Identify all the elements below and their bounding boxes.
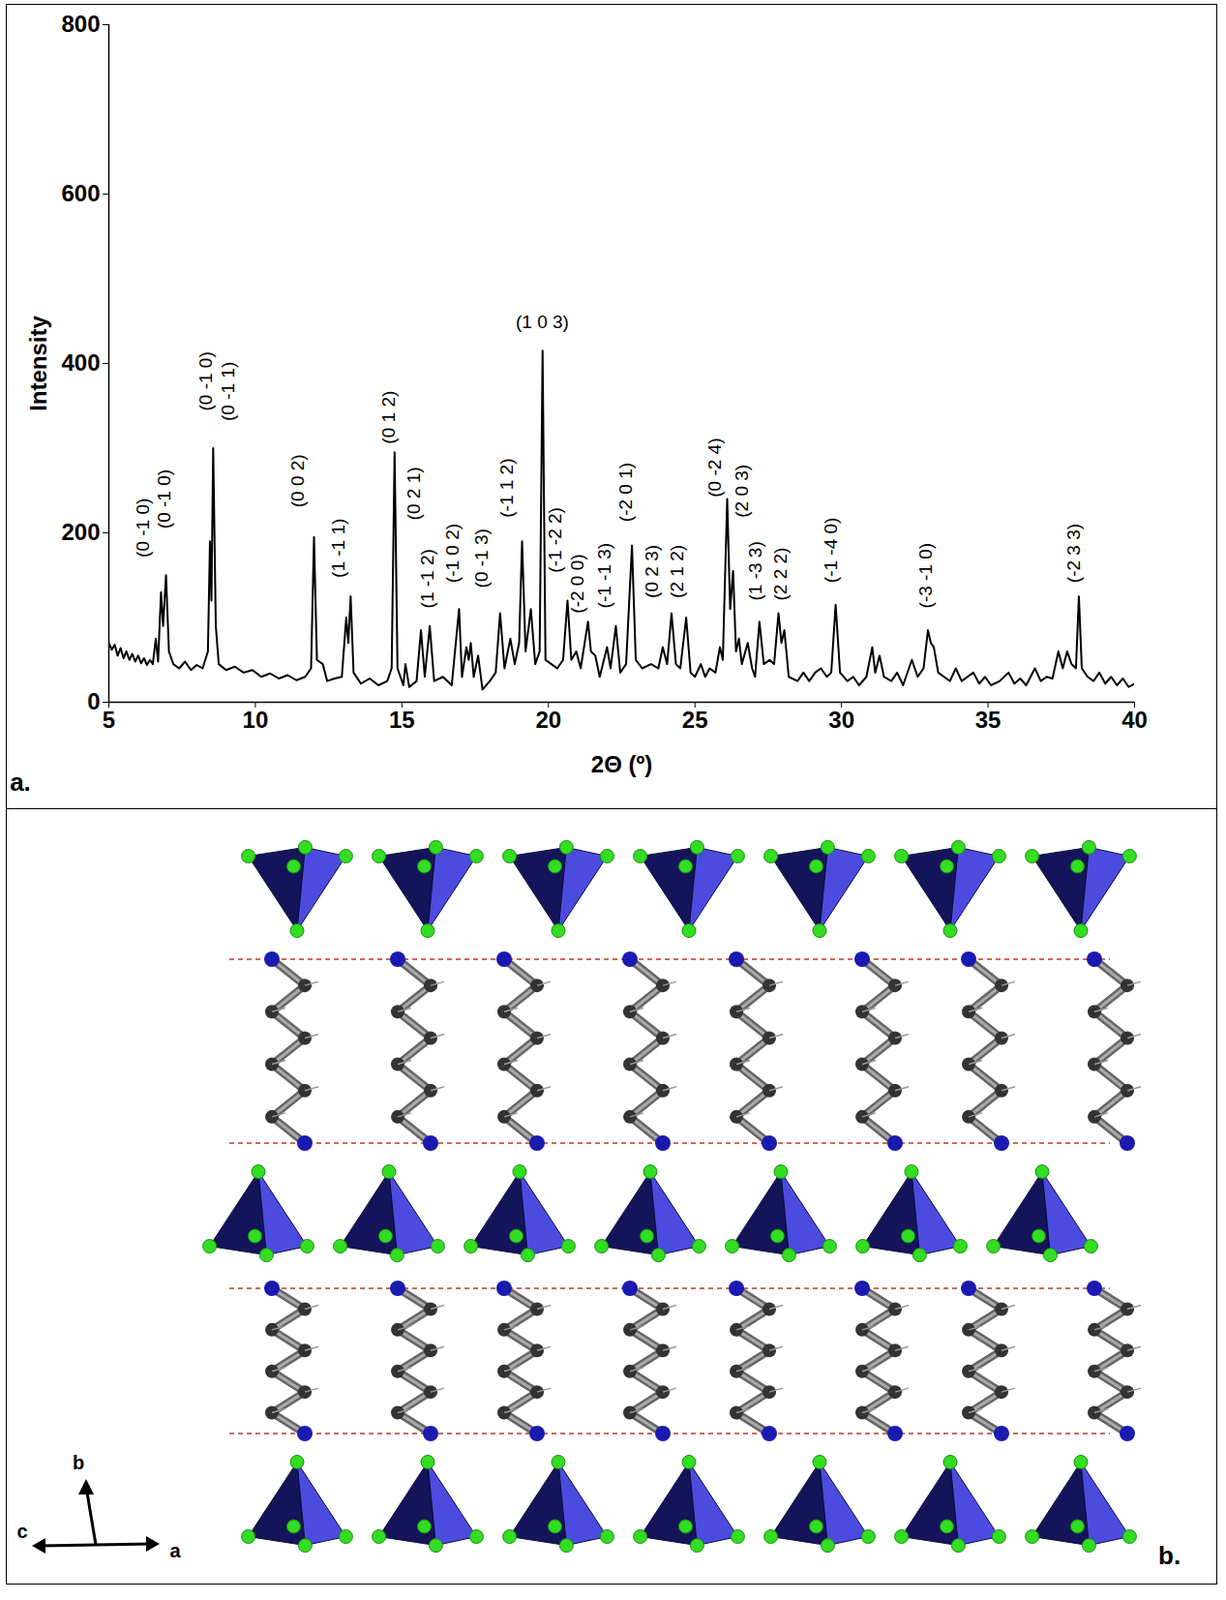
svg-text:(-3 -1 0): (-3 -1 0): [915, 542, 936, 609]
svg-text:(0 2 1): (0 2 1): [403, 466, 424, 520]
svg-text:(1 -1 2): (1 -1 2): [417, 548, 438, 608]
svg-text:40: 40: [1121, 706, 1148, 733]
svg-text:c: c: [16, 1520, 28, 1542]
svg-text:(2 0 3): (2 0 3): [731, 464, 752, 518]
svg-text:(0 -1 1): (0 -1 1): [217, 361, 239, 421]
svg-text:800: 800: [60, 10, 100, 37]
svg-text:(0 -1 0): (0 -1 0): [153, 469, 175, 529]
svg-text:(-2 3 3): (-2 3 3): [1063, 523, 1084, 583]
svg-text:(-1 1 2): (-1 1 2): [496, 458, 517, 518]
svg-text:0: 0: [87, 687, 100, 715]
svg-text:400: 400: [60, 349, 100, 376]
svg-text:(1 -3 3): (1 -3 3): [745, 540, 766, 600]
svg-text:(-2 0 1): (-2 0 1): [615, 462, 636, 522]
svg-text:a.: a.: [9, 767, 31, 797]
svg-text:30: 30: [828, 706, 855, 733]
svg-text:(2 1 2): (2 1 2): [666, 544, 688, 599]
svg-text:b: b: [72, 1451, 85, 1473]
svg-text:(2 2 2): (2 2 2): [770, 547, 791, 601]
svg-text:(1 -1 1): (1 -1 1): [328, 518, 349, 578]
svg-text:20: 20: [535, 706, 562, 733]
svg-text:600: 600: [60, 179, 100, 207]
svg-text:b.: b.: [1158, 1540, 1181, 1570]
svg-text:(0 -1 3): (0 -1 3): [471, 528, 492, 588]
svg-text:(-2 0 0): (-2 0 0): [567, 553, 588, 613]
svg-text:(0 1 2): (0 1 2): [378, 390, 399, 445]
svg-text:a: a: [169, 1539, 181, 1561]
svg-text:(0 -1 0): (0 -1 0): [132, 498, 153, 558]
svg-text:(-1 -2 2): (-1 -2 2): [544, 507, 566, 573]
svg-text:(-1 -4 0): (-1 -4 0): [820, 517, 841, 584]
svg-text:Intensity: Intensity: [25, 315, 52, 412]
svg-text:25: 25: [682, 706, 709, 733]
svg-text:2Θ (º): 2Θ (º): [591, 750, 653, 778]
svg-text:(-1 -1 3): (-1 -1 3): [594, 542, 615, 609]
svg-text:(0 0 2): (0 0 2): [287, 453, 308, 508]
svg-text:5: 5: [102, 706, 116, 733]
svg-text:200: 200: [60, 518, 100, 545]
svg-text:(0 2 3): (0 2 3): [641, 544, 662, 599]
svg-text:10: 10: [242, 706, 270, 733]
svg-text:(1 0 3): (1 0 3): [515, 311, 569, 332]
svg-text:15: 15: [388, 706, 416, 733]
svg-text:35: 35: [975, 706, 1002, 733]
svg-text:(0 -1 0): (0 -1 0): [195, 351, 216, 411]
svg-text:(-1 0 2): (-1 0 2): [442, 523, 463, 583]
svg-text:(0 -2 4): (0 -2 4): [704, 438, 725, 498]
